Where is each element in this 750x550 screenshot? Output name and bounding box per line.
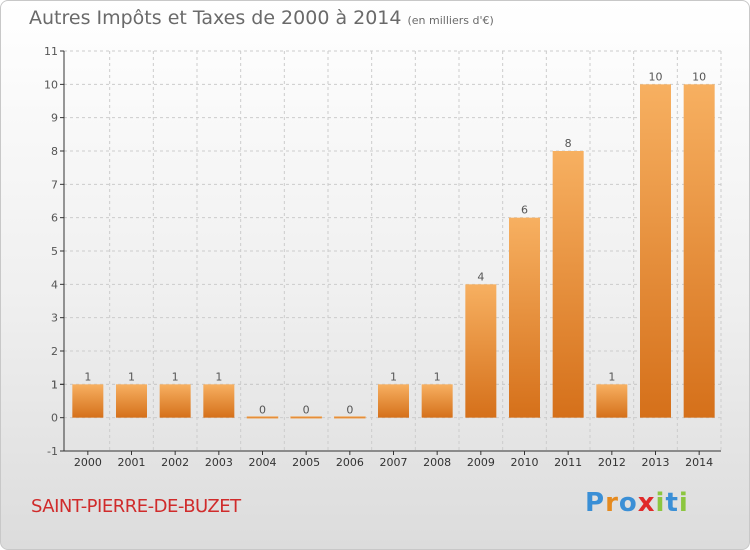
x-tick-label-2005: 2005 bbox=[292, 456, 320, 469]
logo-letter: i bbox=[655, 488, 666, 518]
data-label-2012: 1 bbox=[608, 370, 615, 383]
logo-letter: x bbox=[637, 488, 656, 518]
data-label-2004: 0 bbox=[259, 404, 266, 417]
y-tick-label: 5 bbox=[51, 245, 58, 258]
bar-2001 bbox=[116, 384, 147, 418]
x-tick-label-2002: 2002 bbox=[161, 456, 189, 469]
chart-unit: (en milliers d'€) bbox=[407, 14, 494, 27]
bar-2003 bbox=[203, 384, 235, 418]
data-label-2003: 1 bbox=[215, 370, 222, 383]
bar-2012 bbox=[596, 384, 628, 418]
x-tick-label-2007: 2007 bbox=[380, 456, 408, 469]
x-tick-label-2014: 2014 bbox=[685, 456, 713, 469]
data-label-2011: 8 bbox=[565, 137, 572, 150]
x-tick-label-2004: 2004 bbox=[249, 456, 277, 469]
bars bbox=[72, 84, 715, 419]
y-tick-label: 10 bbox=[44, 78, 58, 91]
y-tick-label: 3 bbox=[51, 312, 58, 325]
proxiti-logo: Proxiti bbox=[585, 488, 689, 518]
bar-2014 bbox=[683, 84, 715, 418]
town-name: SAINT-PIERRE-DE-BUZET bbox=[31, 496, 241, 517]
x-tick-label-2003: 2003 bbox=[205, 456, 233, 469]
logo-letter: P bbox=[585, 488, 606, 518]
x-tick-label-2001: 2001 bbox=[118, 456, 146, 469]
y-tick-label: 2 bbox=[51, 345, 58, 358]
x-tick-label-2008: 2008 bbox=[423, 456, 451, 469]
data-label-2013: 10 bbox=[649, 70, 663, 83]
bar-2009 bbox=[465, 284, 497, 418]
bar-2000 bbox=[72, 384, 104, 418]
y-tick-label: 4 bbox=[51, 278, 58, 291]
bar-2010 bbox=[509, 217, 540, 418]
data-label-2002: 1 bbox=[172, 370, 179, 383]
x-tick-label-2000: 2000 bbox=[74, 456, 102, 469]
bar-2013 bbox=[640, 84, 671, 418]
x-tick-label-2011: 2011 bbox=[554, 456, 582, 469]
data-label-2005: 0 bbox=[303, 404, 310, 417]
data-label-2014: 10 bbox=[692, 70, 706, 83]
bar-2005 bbox=[290, 416, 322, 419]
bar-2002 bbox=[159, 384, 191, 418]
y-tick-label: -1 bbox=[47, 445, 58, 458]
y-tick-label: 11 bbox=[44, 45, 58, 58]
chart-title: Autres Impôts et Taxes de 2000 à 2014 (en… bbox=[29, 7, 494, 29]
data-label-2000: 1 bbox=[84, 370, 91, 383]
x-tick-label-2010: 2010 bbox=[511, 456, 539, 469]
y-tick-label: 9 bbox=[51, 112, 58, 125]
data-label-2010: 6 bbox=[521, 204, 528, 217]
x-tick-label-2009: 2009 bbox=[467, 456, 495, 469]
y-tick-label: 1 bbox=[51, 378, 58, 391]
data-label-2006: 0 bbox=[346, 404, 353, 417]
logo-letter: t bbox=[665, 488, 679, 518]
data-label-2007: 1 bbox=[390, 370, 397, 383]
data-label-2008: 1 bbox=[434, 370, 441, 383]
bar-2008 bbox=[421, 384, 453, 418]
data-label-2001: 1 bbox=[128, 370, 135, 383]
x-tick-label-2012: 2012 bbox=[598, 456, 626, 469]
chart-title-text: Autres Impôts et Taxes de 2000 à 2014 bbox=[29, 7, 402, 29]
y-tick-label: 6 bbox=[51, 212, 58, 225]
logo-letter: r bbox=[605, 488, 619, 518]
y-tick-label: 8 bbox=[51, 145, 58, 158]
bar-2011 bbox=[552, 151, 584, 418]
y-tick-label: 0 bbox=[51, 412, 58, 425]
x-tick-label-2013: 2013 bbox=[642, 456, 670, 469]
axes bbox=[60, 50, 721, 455]
y-tick-label: 7 bbox=[51, 178, 58, 191]
data-label-2009: 4 bbox=[477, 270, 484, 283]
x-tick-label-2006: 2006 bbox=[336, 456, 364, 469]
logo-letter: o bbox=[618, 488, 638, 518]
bar-2007 bbox=[378, 384, 409, 418]
logo-letter: i bbox=[678, 488, 689, 518]
y-tick-label: 1 bbox=[51, 378, 58, 391]
bar-2004 bbox=[246, 416, 279, 419]
bar-2006 bbox=[334, 416, 366, 419]
